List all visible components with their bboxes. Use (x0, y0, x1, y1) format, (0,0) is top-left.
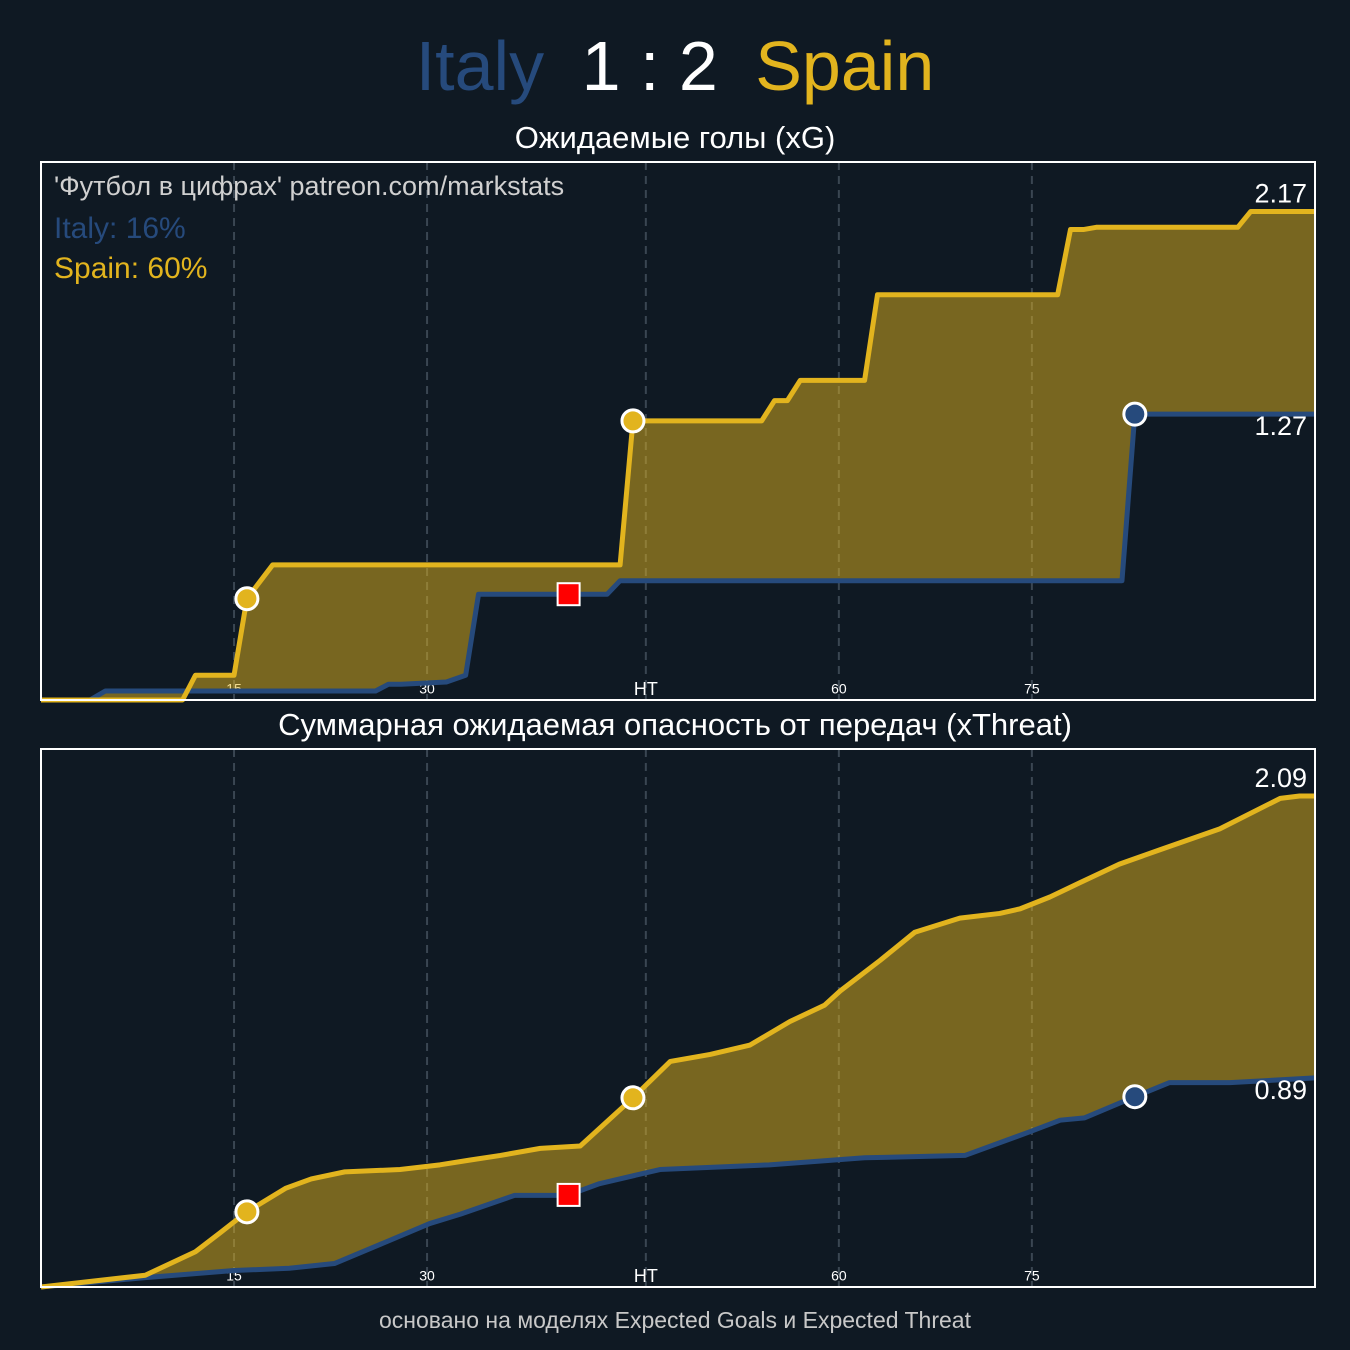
red-card-marker (556, 582, 581, 607)
win-probability: Italy: 16% (54, 212, 186, 245)
away-team: Spain (755, 27, 934, 105)
win-probability: Spain: 60% (54, 252, 207, 285)
footer: основано на моделях Expected Goals и Exp… (379, 1307, 972, 1333)
gap-fill (41, 795, 1315, 1287)
goal-marker (620, 408, 646, 434)
x-tick-label: 75 (1024, 681, 1040, 697)
home-team: Italy (416, 27, 544, 105)
credit: 'Футбол в цифрах' patreon.com/markstats (54, 171, 564, 201)
end-value-label: 1.27 (1254, 411, 1307, 441)
match-title: Italy 1 : 2 Spain (416, 27, 935, 105)
goal-marker (1122, 1084, 1148, 1110)
x-tick-label: 75 (1024, 1268, 1040, 1284)
red-card-marker (556, 1182, 581, 1207)
goal-marker (234, 1199, 260, 1225)
score: 1 : 2 (582, 27, 718, 105)
x-tick-label: 60 (831, 681, 847, 697)
series-line (40, 793, 1315, 1290)
panel-frame (40, 748, 1316, 1288)
x-tick-label: 30 (419, 1268, 435, 1284)
x-tick-label: HT (634, 1266, 658, 1286)
series-line (41, 209, 1315, 703)
series-line (40, 1075, 1316, 1290)
x-tick-label: HT (634, 679, 658, 699)
panel-frame (40, 161, 1316, 701)
goal-marker (620, 1085, 646, 1111)
x-tick-label: 60 (831, 1268, 847, 1284)
end-value-label: 2.09 (1254, 763, 1307, 793)
panel-title: Суммарная ожидаемая опасность от передач… (278, 707, 1072, 742)
gap-fill (41, 211, 1315, 700)
panel-title: Ожидаемые голы (xG) (515, 120, 836, 155)
goal-marker (234, 586, 260, 612)
end-value-label: 0.89 (1254, 1075, 1307, 1105)
goal-marker (1122, 401, 1148, 427)
series-line (41, 411, 1315, 703)
end-value-label: 2.17 (1254, 179, 1307, 209)
